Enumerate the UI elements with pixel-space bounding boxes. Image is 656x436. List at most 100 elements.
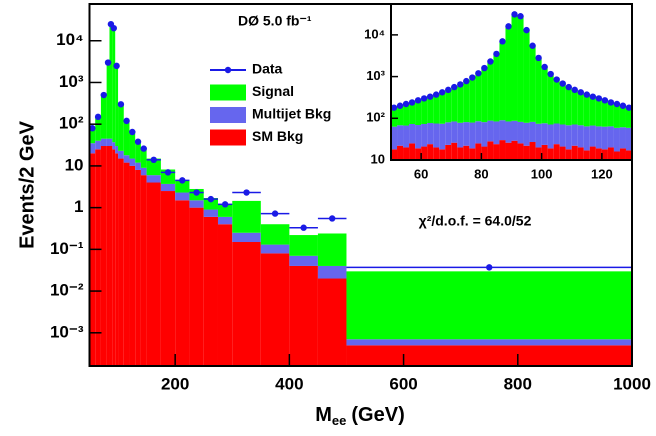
data-point xyxy=(100,91,107,99)
data-point xyxy=(243,189,250,196)
histogram-segment xyxy=(317,265,347,279)
histogram-segment xyxy=(559,124,566,147)
histogram-segment xyxy=(203,216,218,366)
histogram-segment xyxy=(203,198,218,210)
histogram-segment xyxy=(403,125,410,148)
histogram-segment xyxy=(469,148,476,160)
histogram-segment xyxy=(547,74,554,125)
histogram-segment xyxy=(499,41,506,121)
x-tick-label: 600 xyxy=(389,374,417,393)
data-point xyxy=(271,210,279,217)
x-tick-label: 100 xyxy=(531,166,553,181)
y-tick-label: 10³ xyxy=(59,72,84,91)
histogram-segment xyxy=(559,83,566,125)
histogram-segment xyxy=(517,121,524,144)
data-point xyxy=(469,74,476,81)
histogram-segment xyxy=(571,124,578,146)
histogram-segment xyxy=(451,142,458,160)
data-point xyxy=(583,91,591,98)
data-point xyxy=(117,101,125,108)
histogram-segment xyxy=(613,127,620,152)
data-point xyxy=(328,215,336,222)
y-tick-label: 1 xyxy=(74,197,83,216)
histogram-segment xyxy=(595,148,602,160)
histogram-segment xyxy=(481,122,488,147)
data-point xyxy=(150,156,157,164)
data-point xyxy=(426,93,434,100)
x-axis-label-sub: ee xyxy=(332,413,346,428)
histogram-segment xyxy=(463,145,470,160)
x-tick-label: 1000 xyxy=(613,374,651,393)
data-point xyxy=(134,138,142,145)
histogram-segment xyxy=(421,123,428,147)
histogram-segment xyxy=(487,61,494,121)
histogram-segment xyxy=(433,123,440,148)
histogram-segment xyxy=(106,62,110,139)
histogram-segment xyxy=(493,53,500,122)
histogram-segment xyxy=(553,123,560,145)
data-point xyxy=(565,83,572,91)
data-point xyxy=(113,62,120,70)
histogram-segment xyxy=(397,105,404,126)
histogram-segment xyxy=(317,233,347,266)
histogram-segment xyxy=(317,278,347,366)
histogram-segment xyxy=(505,142,512,160)
histogram-segment xyxy=(140,147,147,168)
histogram-segment xyxy=(203,209,218,217)
data-point xyxy=(625,104,633,111)
data-point xyxy=(541,63,548,71)
data-point xyxy=(207,195,215,203)
histogram-segment xyxy=(451,86,458,122)
y-axis-label: Events/2 GeV xyxy=(16,120,38,249)
x-axis-label-unit: (GeV) xyxy=(351,404,404,426)
histogram-segment xyxy=(487,141,494,160)
histogram-segment xyxy=(146,182,161,366)
histogram-segment xyxy=(505,121,512,143)
legend-label: SM Bkg xyxy=(252,128,303,144)
y-tick-label: 10⁻³ xyxy=(50,322,84,341)
histogram-segment xyxy=(493,121,500,145)
legend-marker xyxy=(224,66,232,74)
histogram-segment xyxy=(140,175,147,366)
legend-label: Signal xyxy=(252,83,294,99)
histogram-segment xyxy=(115,153,119,366)
data-point xyxy=(523,26,530,34)
histogram-segment xyxy=(415,125,422,149)
histogram-segment xyxy=(511,140,518,160)
histogram-segment xyxy=(427,96,434,124)
histogram-segment xyxy=(517,16,524,122)
histogram-segment xyxy=(529,45,536,122)
x-tick-label: 60 xyxy=(414,166,428,181)
histogram-segment xyxy=(547,148,554,160)
histogram-segment xyxy=(217,224,233,366)
histogram-segment xyxy=(260,253,290,366)
histogram-segment xyxy=(517,143,524,160)
histogram-segment xyxy=(421,146,428,160)
histogram-segment xyxy=(511,120,518,141)
histogram-segment xyxy=(439,92,446,124)
histogram-segment xyxy=(109,24,113,139)
data-point xyxy=(129,128,136,136)
data-point xyxy=(402,100,410,108)
histogram-segment xyxy=(175,192,190,201)
histogram-segment xyxy=(583,126,590,151)
histogram-segment xyxy=(541,144,548,160)
histogram-segment xyxy=(577,92,584,126)
data-point xyxy=(511,11,518,18)
histogram-segment xyxy=(140,167,147,176)
histogram-segment xyxy=(565,125,572,150)
histogram-segment xyxy=(100,95,107,139)
data-point xyxy=(123,117,130,125)
data-point xyxy=(414,97,422,104)
histogram-segment xyxy=(463,80,470,123)
data-point xyxy=(89,125,96,132)
x-tick-label: 400 xyxy=(275,374,303,393)
histogram-segment xyxy=(439,123,446,150)
histogram-segment xyxy=(607,102,614,127)
histogram-segment xyxy=(112,142,116,150)
data-point xyxy=(420,95,428,102)
histogram-segment xyxy=(123,155,130,163)
histogram-segment xyxy=(535,147,542,160)
histogram-segment xyxy=(112,28,116,143)
histogram-segment xyxy=(146,158,161,176)
